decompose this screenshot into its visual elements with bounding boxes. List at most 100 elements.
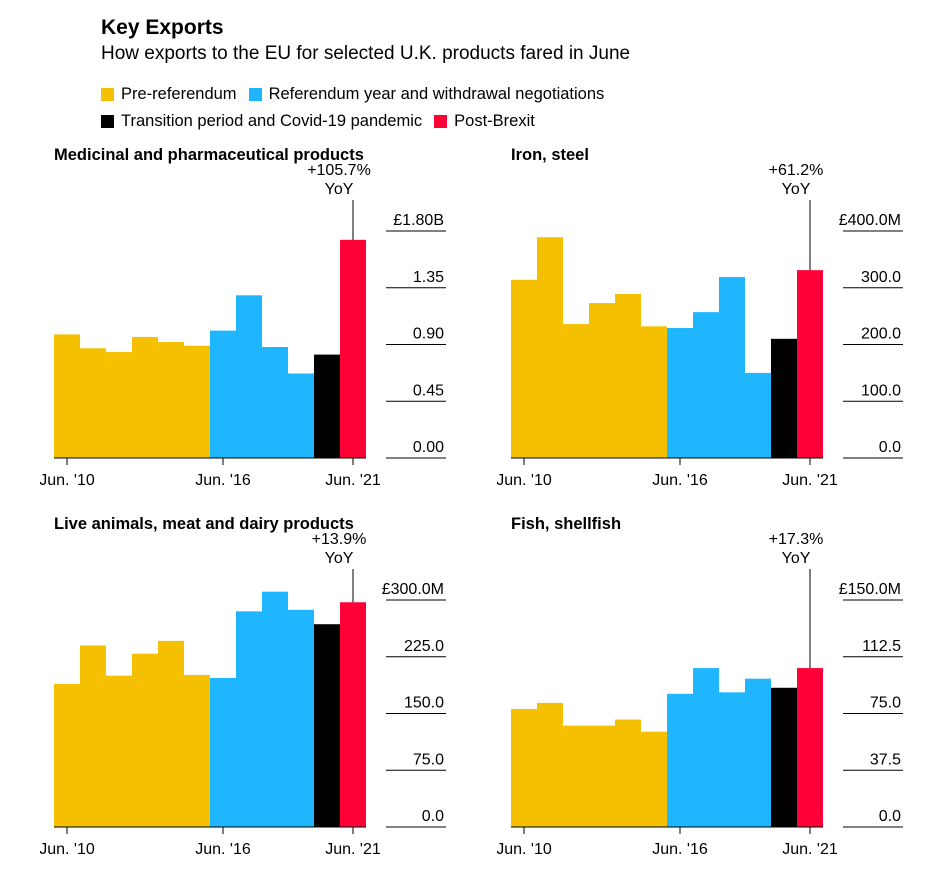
- legend-item-referendum-negotiations: Referendum year and withdrawal negotiati…: [248, 85, 605, 104]
- annotation-label: YoY: [325, 181, 354, 198]
- bar: [184, 674, 210, 827]
- bar: [667, 328, 693, 458]
- bar: [80, 645, 106, 827]
- y-tick-label: 112.5: [862, 638, 901, 655]
- x-tick-label: Jun. '21: [782, 841, 838, 858]
- x-tick-label: Jun. '10: [497, 841, 552, 858]
- chart-title: Medicinal and pharmaceutical products: [54, 146, 364, 164]
- bar: [589, 303, 615, 458]
- chart-panel-iron-steel: Iron, steel 0.0 100.0 200.0 300.0 £400.0M Jun…: [497, 140, 917, 520]
- bar: [210, 330, 236, 458]
- y-tick-label: 0.90: [413, 326, 444, 343]
- x-tick-label: Jun. '16: [195, 841, 251, 858]
- x-tick-label: Jun. '16: [652, 472, 708, 489]
- y-tick-label: 300.0: [861, 269, 901, 286]
- page-title: Key Exports: [101, 16, 224, 39]
- bar: [797, 270, 823, 458]
- bar: [262, 347, 288, 458]
- x-tick-label: Jun. '16: [652, 841, 708, 858]
- bar: [158, 341, 184, 458]
- chart-svg: 0.0 100.0 200.0 300.0 £400.0M Jun. '10 Jun. '1…: [497, 162, 903, 489]
- x-tick-label: Jun. '16: [195, 472, 251, 489]
- y-tick-label: 0.00: [413, 439, 444, 456]
- x-tick-label: Jun. '10: [40, 472, 95, 489]
- bar: [236, 611, 262, 827]
- bar: [745, 372, 771, 458]
- y-tick-label: 200.0: [861, 326, 901, 343]
- y-tick-label: 1.35: [413, 269, 444, 286]
- legend-item-transition-covid: Transition period and Covid-19 pandemic: [101, 112, 422, 131]
- bar: [719, 276, 745, 458]
- legend-item-pre-referendum: Pre-referendum: [101, 85, 237, 104]
- page-subtitle: How exports to the EU for selected U.K. …: [101, 43, 631, 64]
- y-tick-label: £150.0M: [839, 581, 901, 598]
- x-tick-label: Jun. '10: [497, 472, 552, 489]
- legend-swatch: [248, 88, 262, 101]
- y-tick-label: 0.0: [422, 808, 444, 825]
- bar: [667, 693, 693, 827]
- y-tick-label: 150.0: [404, 695, 444, 712]
- y-tick-label: £400.0M: [839, 212, 901, 229]
- bar: [184, 345, 210, 458]
- y-tick-label: 0.45: [413, 382, 444, 399]
- bar: [314, 354, 340, 458]
- bar: [641, 731, 667, 827]
- bar: [537, 237, 563, 458]
- legend-item-post-brexit: Post-Brexit: [434, 112, 535, 131]
- bar: [210, 677, 236, 827]
- bar: [288, 373, 314, 458]
- chart-svg: 0.00 0.45 0.90 1.35 £1.80B Jun. '10 Jun. '16 Ju…: [40, 162, 446, 489]
- legend-swatch: [101, 88, 114, 101]
- legend-label: Post-Brexit: [454, 112, 535, 130]
- y-tick-label: £300.0M: [382, 581, 444, 598]
- y-tick-label: 0.0: [879, 439, 901, 456]
- bar: [54, 334, 80, 458]
- bar: [797, 668, 823, 827]
- bar: [511, 708, 537, 827]
- chart-title: Live animals, meat and dairy products: [54, 515, 354, 533]
- bar: [719, 692, 745, 827]
- bar: [340, 602, 366, 827]
- legend: Pre-referendum Referendum year and withd…: [101, 81, 721, 135]
- y-tick-label: 100.0: [861, 382, 901, 399]
- bar: [314, 624, 340, 827]
- y-tick-label: 0.0: [879, 808, 901, 825]
- annotation-label: +13.9%: [312, 531, 367, 548]
- y-tick-label: £1.80B: [393, 212, 444, 229]
- bar: [615, 719, 641, 827]
- bar: [771, 687, 797, 827]
- bar: [132, 336, 158, 458]
- x-tick-label: Jun. '21: [325, 841, 381, 858]
- annotation-label: +61.2%: [769, 162, 824, 179]
- bar: [693, 312, 719, 458]
- bar: [563, 324, 589, 458]
- bar: [236, 295, 262, 458]
- bar: [132, 653, 158, 827]
- chart-svg: 0.0 37.5 75.0 112.5 £150.0M Jun. '10 Jun. '16 J…: [497, 531, 903, 858]
- bar: [262, 591, 288, 827]
- bar: [537, 702, 563, 827]
- bar: [563, 725, 589, 827]
- bar: [615, 293, 641, 458]
- bar: [80, 348, 106, 458]
- bar: [54, 683, 80, 827]
- legend-label: Referendum year and withdrawal negotiati…: [268, 85, 605, 103]
- bar: [106, 675, 132, 827]
- bar: [340, 239, 366, 458]
- chart-title: Iron, steel: [511, 146, 589, 164]
- annotation-label: YoY: [325, 550, 354, 567]
- x-tick-label: Jun. '10: [40, 841, 95, 858]
- annotation-label: YoY: [782, 550, 811, 567]
- annotation-label: YoY: [782, 181, 811, 198]
- legend-swatch: [101, 115, 114, 128]
- annotation-label: +17.3%: [769, 531, 824, 548]
- y-tick-label: 75.0: [413, 751, 444, 768]
- bar: [693, 668, 719, 827]
- chart-title: Fish, shellfish: [511, 515, 622, 533]
- legend-label: Pre-referendum: [121, 85, 237, 103]
- chart-panel-fish: Fish, shellfish 0.0 37.5 75.0 112.5 £150.0M J…: [497, 509, 917, 889]
- annotation-label: +105.7%: [307, 162, 371, 179]
- y-tick-label: 225.0: [404, 638, 444, 655]
- legend-swatch: [434, 115, 448, 128]
- bar: [641, 326, 667, 458]
